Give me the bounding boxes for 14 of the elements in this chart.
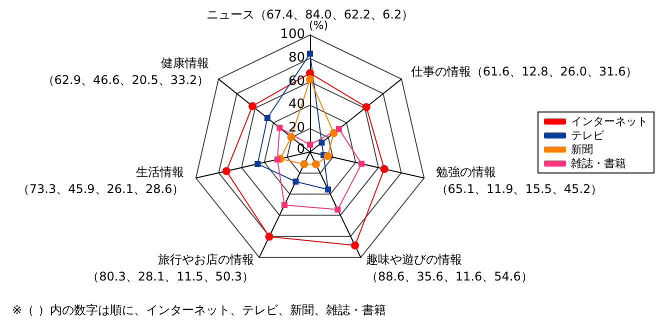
spoke-label: 生活情報（73.3、45.9、26.1、28.6） [17, 165, 184, 196]
spoke-label: ニュース（67.4、84.0、62.2、6.2） [206, 8, 414, 22]
spoke-label: 健康情報（62.9、46.6、20.5、33.2） [42, 56, 210, 88]
spoke-label: 仕事の情報（61.6、12.8、26.0、31.6） [410, 64, 638, 79]
y-tick-label: 0 [296, 142, 305, 157]
legend-label: テレビ [571, 129, 605, 142]
y-tick-label: 80 [288, 50, 305, 66]
spoke-label: 趣味や遊びの情報（88.6、35.6、11.6、54.6） [366, 252, 533, 284]
spoke-label: 旅行やお店の情報（80.3、28.1、11.5、50.3） [87, 252, 254, 284]
text: (%) [309, 19, 328, 32]
legend-label: 新聞 [571, 143, 593, 156]
legend-label: インターネット [571, 115, 648, 128]
y-tick-label: 100 [280, 27, 305, 42]
text: ※（ ）内の数字は順に、インターネット、テレビ、新聞、雑誌・書籍 [12, 303, 386, 317]
